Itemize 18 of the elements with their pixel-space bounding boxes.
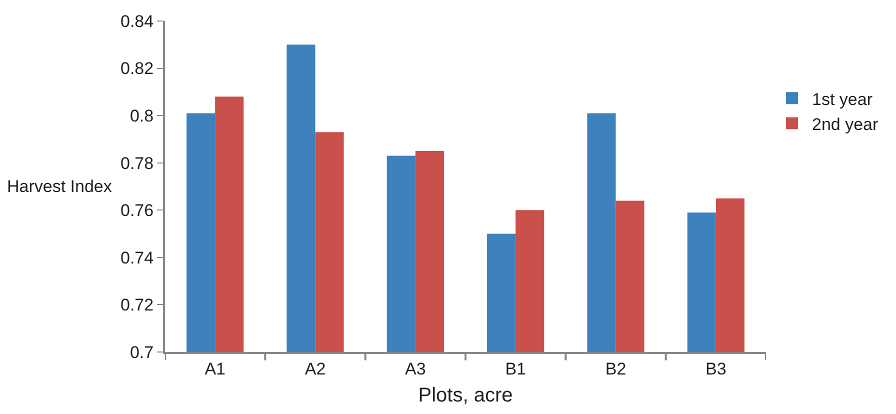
y-tick-label: 0.72: [120, 296, 154, 315]
x-tick-label: A2: [304, 359, 326, 378]
legend-label: 1st year: [812, 90, 873, 109]
x-axis-title: Plots, acre: [418, 384, 513, 406]
x-tick-label: B3: [706, 359, 726, 378]
y-tick-label: 0.82: [120, 59, 154, 78]
x-tick-label: B2: [605, 359, 626, 378]
x-tick-label: A3: [405, 359, 426, 378]
x-tick-label: B1: [505, 359, 526, 378]
y-tick-label: 0.74: [120, 248, 154, 268]
y-tick-label: 0.8: [130, 106, 154, 126]
x-tick-label: A1: [204, 359, 226, 378]
y-tick-label: 0.84: [120, 12, 154, 31]
y-tick-label: 0.7: [130, 342, 154, 362]
y-axis-title: Harvest Index: [7, 177, 112, 196]
y-tick-label: 0.78: [120, 154, 154, 173]
legend-label: 2nd year: [812, 114, 879, 134]
y-tick-label: 0.76: [120, 201, 154, 220]
